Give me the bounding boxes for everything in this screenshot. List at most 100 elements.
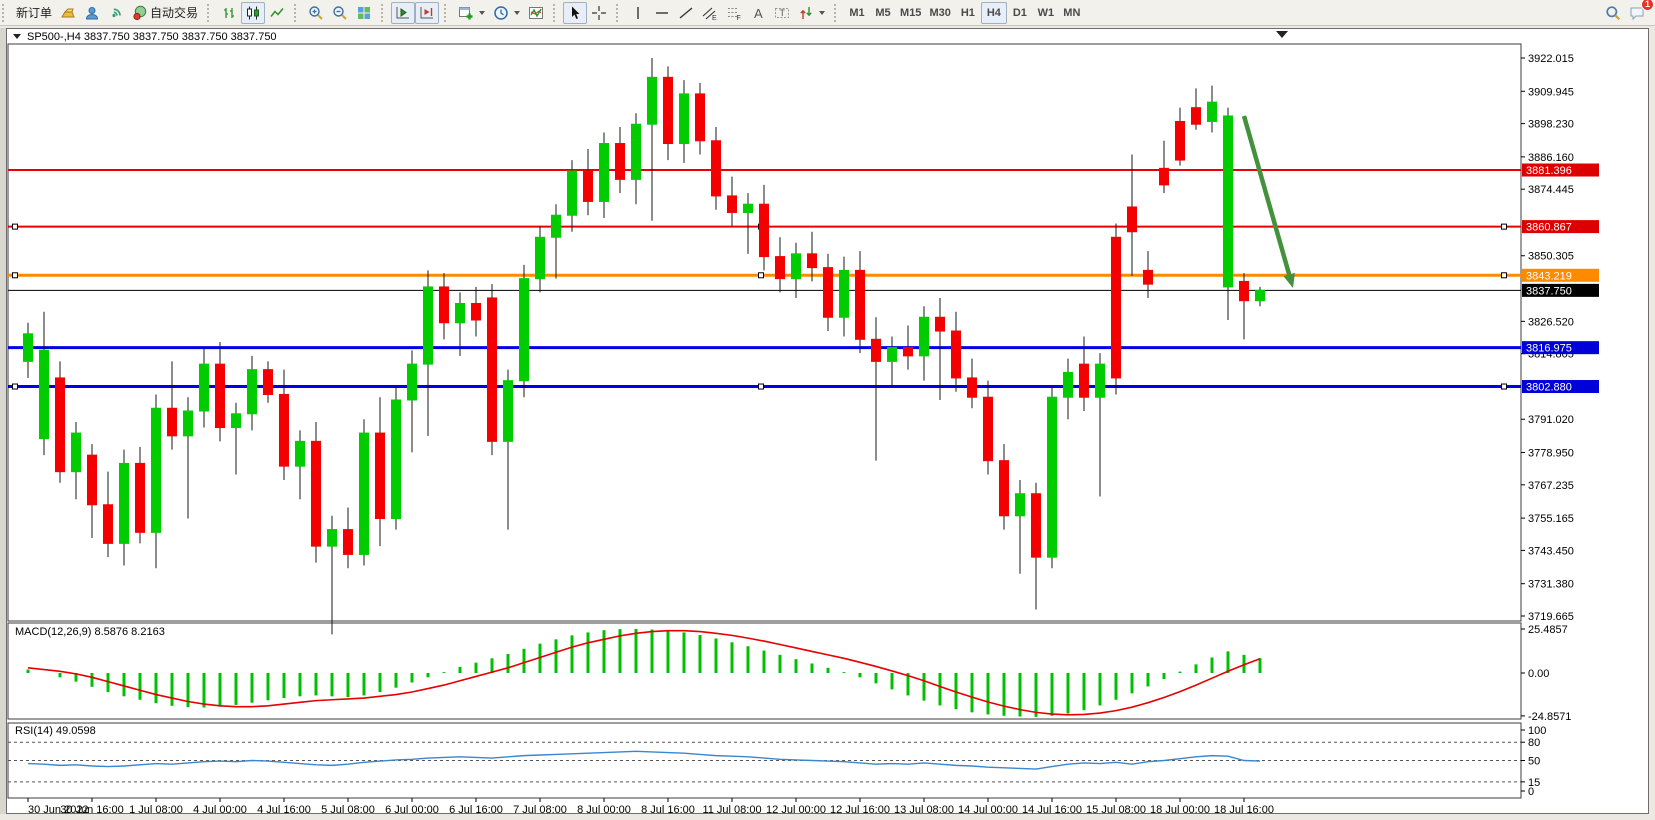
candle-body <box>487 297 497 442</box>
candle-body <box>1207 101 1217 122</box>
candle-body <box>263 369 273 395</box>
toolbar-drag-handle[interactable] <box>2 3 8 22</box>
toolbar-drag-handle[interactable] <box>553 3 559 22</box>
gold-ingot-icon <box>60 5 76 21</box>
toolbar-drag-handle[interactable] <box>381 3 387 22</box>
tf-m30-button[interactable]: M30 <box>925 2 954 24</box>
autotrading-button[interactable]: 自动交易 <box>128 2 202 24</box>
trendline-button[interactable] <box>674 2 698 24</box>
chevron-down-icon[interactable] <box>819 10 826 15</box>
candle-body <box>583 170 593 202</box>
horizontal-line-button[interactable] <box>650 2 674 24</box>
line-handle[interactable] <box>1501 223 1507 230</box>
chevron-down-icon[interactable] <box>514 10 521 15</box>
period-selector-button[interactable] <box>489 2 524 24</box>
candle-body <box>887 347 897 362</box>
down-arrow-annotation[interactable] <box>1241 115 1292 276</box>
crosshair-button[interactable] <box>587 2 611 24</box>
channel-button[interactable]: E <box>698 2 722 24</box>
candle-body <box>1175 120 1185 161</box>
candle-body <box>23 333 33 362</box>
text-label-button[interactable]: T <box>770 2 794 24</box>
chart-shift-button[interactable] <box>415 1 440 24</box>
candle-body <box>871 338 881 362</box>
toolbar-drag-handle[interactable] <box>616 3 622 22</box>
line-handle[interactable] <box>1501 272 1507 279</box>
main-pane[interactable] <box>7 43 1522 622</box>
line-handle[interactable] <box>12 383 18 390</box>
line-handle[interactable] <box>12 272 18 279</box>
tf-h1-button[interactable]: H1 <box>955 2 981 24</box>
tf-m5-button[interactable]: M5 <box>870 2 896 24</box>
auto-scroll-button[interactable] <box>391 1 416 24</box>
zoom-out-button[interactable] <box>328 2 352 24</box>
price-tick-label: 3874.445 <box>1528 184 1574 196</box>
tf-m15-button-label: M15 <box>900 6 922 19</box>
candle-body <box>1239 280 1249 302</box>
arrows-button[interactable] <box>794 2 829 24</box>
line-handle[interactable] <box>758 272 764 279</box>
price-tick-label: 3886.160 <box>1528 152 1574 164</box>
cursor-button[interactable] <box>563 1 588 24</box>
candle-body <box>327 529 337 547</box>
candle-body <box>727 195 737 213</box>
rsi-label: RSI(14) 49.0598 <box>15 725 96 737</box>
candle-body <box>647 76 657 125</box>
macd-signal-line <box>27 629 1261 716</box>
zoom-in-button[interactable] <box>304 2 328 24</box>
candle-body <box>951 330 961 379</box>
chart-title: SP500-,H4 3837.750 3837.750 3837.750 383… <box>27 31 277 43</box>
toolbar-drag-handle[interactable] <box>294 3 300 22</box>
chart-window[interactable]: 3922.015 3909.945 3898.230 3886.160 3874.445… <box>6 28 1649 814</box>
symbol-dropdown-caret-icon[interactable] <box>13 34 21 39</box>
toolbar-drag-handle[interactable] <box>834 3 840 22</box>
new-order-button[interactable]: 新订单 <box>12 2 56 24</box>
vertical-line-icon <box>630 5 646 21</box>
price-axis[interactable]: 3922.015 3909.945 3898.230 3886.160 3874.445… <box>1521 53 1599 623</box>
tf-mn-button[interactable]: MN <box>1059 2 1085 24</box>
line-handle[interactable] <box>758 383 764 390</box>
tf-w1-button-label: W1 <box>1037 6 1055 19</box>
candlestick-button[interactable] <box>241 1 266 24</box>
text-button[interactable]: A <box>746 2 770 24</box>
candle-body <box>39 349 49 440</box>
vertical-line-button[interactable] <box>626 2 650 24</box>
time-tick-label: 30 Jun 16:00 <box>60 804 124 813</box>
tf-m1-button[interactable]: M1 <box>844 2 870 24</box>
bar-chart-button[interactable] <box>217 2 241 24</box>
indicators-button[interactable] <box>524 2 548 24</box>
fibonacci-button[interactable]: F <box>722 2 746 24</box>
tf-m15-button[interactable]: M15 <box>896 2 925 24</box>
candle-body <box>1095 363 1105 398</box>
chevron-down-icon[interactable] <box>479 10 486 15</box>
community-button[interactable] <box>80 2 104 24</box>
candle-body <box>1127 206 1137 233</box>
toolbar-drag-handle[interactable] <box>444 3 450 22</box>
market-button[interactable] <box>56 2 80 24</box>
symbol-search-button[interactable] <box>1601 2 1625 24</box>
line-handle[interactable] <box>1501 383 1507 390</box>
signals-button[interactable] <box>104 2 128 24</box>
new-chart-button[interactable] <box>454 2 489 24</box>
time-tick-label: 11 Jul 08:00 <box>702 804 761 813</box>
tile-windows-button[interactable] <box>352 2 376 24</box>
candle-body <box>1143 269 1153 285</box>
annotations-layer <box>1241 31 1295 288</box>
chart-title-bar: SP500-,H4 3837.750 3837.750 3837.750 383… <box>13 31 277 43</box>
tf-h4-button[interactable]: H4 <box>980 1 1007 24</box>
line-handle[interactable] <box>12 223 18 230</box>
candle-body <box>87 454 97 506</box>
candle-body <box>903 347 913 357</box>
line-chart-button[interactable] <box>265 2 289 24</box>
price-tick-label: 3898.230 <box>1528 119 1574 131</box>
tf-w1-button[interactable]: W1 <box>1033 2 1059 24</box>
toolbar-drag-handle[interactable] <box>207 3 213 22</box>
time-tick-label: 18 Jul 00:00 <box>1150 804 1210 813</box>
tf-h1-button-label: H1 <box>960 6 975 19</box>
chart-canvas[interactable]: 3922.015 3909.945 3898.230 3886.160 3874.445… <box>7 29 1648 813</box>
rsi-axis-label: 100 <box>1528 725 1546 737</box>
tf-d1-button[interactable]: D1 <box>1007 2 1033 24</box>
candle-body <box>503 380 513 442</box>
tf-m1-button-label: M1 <box>849 6 865 19</box>
